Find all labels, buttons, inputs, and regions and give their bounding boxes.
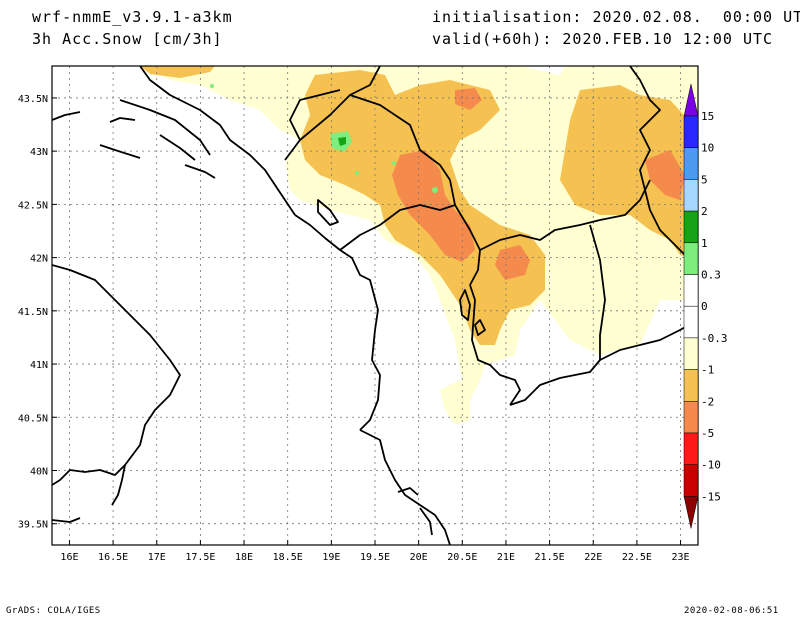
lake-prespa [474,319,486,336]
colorbar-label: 0 [701,300,708,313]
lat-tick-label: 43N [30,147,48,158]
lon-tick-label: 23E [672,552,690,563]
snow-orange-nw [140,66,215,78]
colorbar-label: -15 [701,490,721,503]
snow-dark-c [645,150,685,200]
colorbar-label: -1 [701,364,714,377]
lon-tick-label: 19.5E [360,552,390,563]
snow-dark-b [495,245,530,280]
colorbar-segment [683,210,699,244]
lon-tick-label: 21.5E [535,552,565,563]
coast-dalmatian-islands [119,99,216,179]
colorbar-segment [683,274,699,307]
snow-dark-d [455,88,482,110]
lat-tick-label: 43.5N [18,94,48,105]
lat-tick-labels: 39.5N 40N 40.5N 41N 41.5N 42N 42.5N 43N 43.5N [18,94,57,531]
colorbar-segment [683,401,699,434]
lon-tick-labels: 16E 16.5E 17E 17.5E 18E 18.5E 19E 19.5E 20E 20.5E… [60,540,690,563]
coast-islands-north [52,111,141,159]
coast-greek-islands [397,487,433,536]
border-montenegro-serbia [349,94,451,181]
lat-tick-label: 42N [30,254,48,265]
lon-tick-label: 18E [235,552,253,563]
colorbar-label: 0.3 [701,269,721,282]
border-montenegro-albania [339,204,456,251]
border-serbia-bulgaria [629,66,698,276]
lat-tick-label: 40N [30,466,48,477]
colorbar-segment [683,115,699,148]
border-serbia-macedonia [479,179,651,251]
lon-tick-label: 22E [584,552,602,563]
lat-tick-label: 41N [30,360,48,371]
lake-skadar [317,199,339,226]
lon-tick-label: 18.5E [273,552,303,563]
colorbar-segment [683,305,699,339]
colorbar-label: 15 [701,110,714,123]
border-bih-serbia [289,89,341,141]
lon-tick-label: 21E [497,552,515,563]
border-albania-macedonia [469,284,521,406]
border-macedonia-bulgaria [589,224,606,360]
coastlines-borders [52,66,698,545]
lon-tick-label: 16.5E [98,552,128,563]
init-time: initialisation: 2020.02.08. 00:00 UTC [432,8,800,26]
lon-tick-label: 17.5E [185,552,215,563]
colorbar-segment [683,337,699,370]
snow-orange-east [560,85,698,260]
lat-tick-label: 39.5N [18,520,48,531]
snow-green-b [338,137,346,146]
colorbar-segment [683,432,699,465]
colorbar-segment [683,464,699,497]
colorbar-label: -0.3 [701,332,728,345]
colorbar-label: 1 [701,237,708,250]
colorbar-segment [683,242,699,275]
snow-dark-a [392,150,475,262]
timestamp: 2020-02-08-06:51 [684,606,779,616]
coast-italy-south [52,464,126,523]
lake-ohrid [459,289,471,321]
valid-time: valid(+60h): 2020.FEB.10 12:00 UTC [432,30,774,48]
lon-tick-label: 20E [410,552,428,563]
lon-tick-label: 20.5E [447,552,477,563]
coast-greece-west [359,429,451,545]
coast-albania [294,214,381,431]
lon-tick-label: 22.5E [622,552,652,563]
colorbar-segment [683,147,699,180]
snow-field [140,66,698,425]
model-title: wrf-nmmE_v3.9.1-a3km [32,8,233,26]
colorbar-label: -10 [701,459,721,472]
colorbar-label: 5 [701,173,708,186]
coast-croatia [139,66,296,216]
colorbar-segment [683,369,699,402]
colorbar-segment [683,179,699,212]
lat-tick-label: 40.5N [18,413,48,424]
lat-tick-label: 42.5N [18,200,48,211]
colorbar-label: -2 [701,395,714,408]
lon-tick-label: 19E [322,552,340,563]
border-kosovo [449,179,481,286]
colorbar-bottom-arrow [683,496,699,529]
lon-tick-label: 16E [60,552,78,563]
colorbar: 15 10 5 2 1 0.3 0 -0.3 -1 -2 -5 -10 -15 [683,83,728,529]
grads-credit: GrADS: COLA/IGES [6,606,101,616]
lat-tick-label: 41.5N [18,307,48,318]
colorbar-label: 10 [701,142,714,155]
colorbar-label: -5 [701,427,714,440]
lon-tick-label: 17E [148,552,166,563]
colorbar-label: 2 [701,205,708,218]
coast-italy-adriatic [52,264,181,486]
field-title: 3h Acc.Snow [cm/3h] [32,30,223,48]
border-bih-montenegro [284,66,381,161]
